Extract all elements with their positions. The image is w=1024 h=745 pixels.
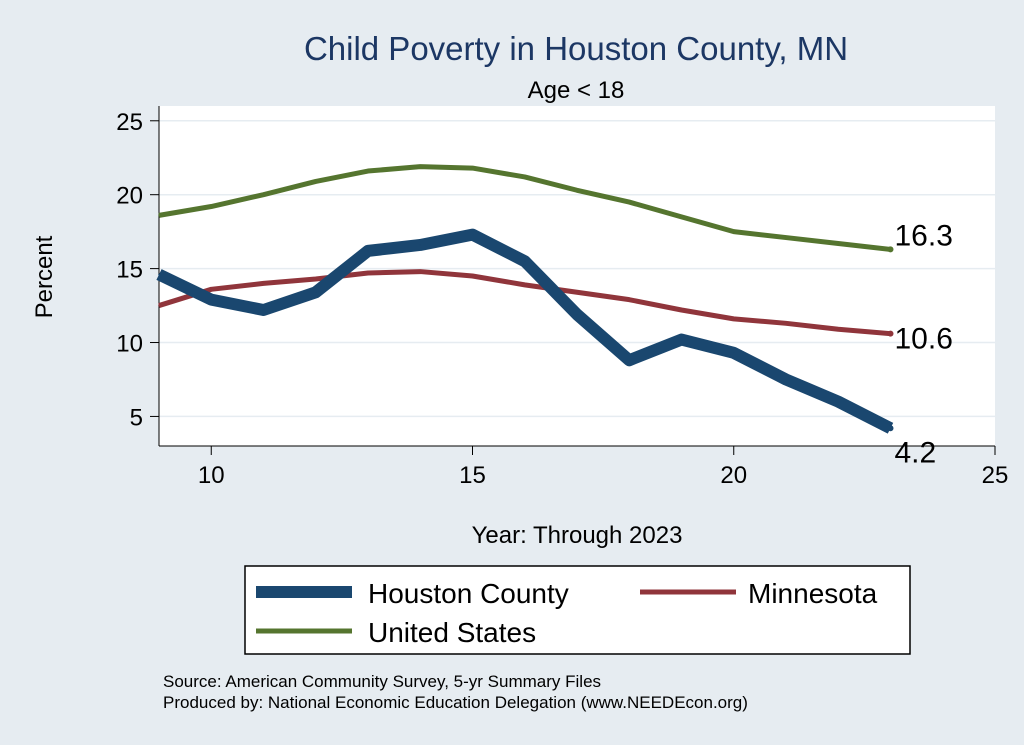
x-axis-label: Year: Through 2023 xyxy=(472,522,683,549)
producer-note: Produced by: National Economic Education… xyxy=(163,693,748,712)
y-tick-label: 10 xyxy=(116,331,143,358)
data-point-houston-county xyxy=(367,250,369,252)
y-tick-label: 20 xyxy=(116,183,143,210)
end-point-minnesota xyxy=(887,330,894,337)
data-point-houston-county xyxy=(262,309,265,311)
y-tick-label: 15 xyxy=(116,257,143,284)
data-point-minnesota xyxy=(367,272,369,274)
data-point-united-states xyxy=(419,165,422,168)
legend-box xyxy=(244,565,911,655)
data-point-united-states xyxy=(785,236,787,239)
chart-title: Child Poverty in Houston County, MN xyxy=(304,30,848,67)
y-ticks: 5 10 15 20 25 xyxy=(116,109,159,431)
data-point-united-states xyxy=(732,230,735,233)
data-point-houston-county xyxy=(680,338,683,341)
data-point-minnesota xyxy=(837,328,840,331)
series-lines xyxy=(156,164,894,434)
y-axis-label: Percent xyxy=(31,235,58,318)
source-note: Source: American Community Survey, 5-yr … xyxy=(163,672,601,691)
x-tick-label: 25 xyxy=(982,462,1009,489)
data-point-minnesota xyxy=(628,298,631,301)
end-label-houston-county: 4.2 xyxy=(895,436,937,469)
data-point-united-states xyxy=(471,167,474,169)
end-point-houston-county xyxy=(887,425,894,432)
data-point-houston-county xyxy=(419,244,422,246)
data-point-minnesota xyxy=(158,304,160,307)
data-point-houston-county xyxy=(314,291,317,294)
end-point-united-states xyxy=(887,246,894,253)
y-tick-label: 5 xyxy=(130,404,143,431)
data-point-minnesota xyxy=(785,322,787,325)
data-point-minnesota xyxy=(523,284,526,286)
data-point-houston-county xyxy=(210,298,213,301)
legend: Houston County Minnesota United States xyxy=(244,565,911,655)
x-tick-label: 20 xyxy=(720,462,747,489)
legend-label-united-states: United States xyxy=(368,617,536,648)
data-point-united-states xyxy=(158,214,160,217)
data-point-minnesota xyxy=(210,288,213,291)
chart-subtitle: Age < 18 xyxy=(528,77,625,104)
data-point-houston-county xyxy=(628,359,631,362)
data-point-united-states xyxy=(576,189,578,192)
y-tick-label: 25 xyxy=(116,109,143,136)
data-point-united-states xyxy=(367,170,369,172)
x-tick-label: 10 xyxy=(198,462,225,489)
end-labels: 16.3 10.6 4.2 xyxy=(887,219,953,469)
data-point-united-states xyxy=(523,176,526,178)
plot-area xyxy=(159,106,995,446)
legend-label-houston-county: Houston County xyxy=(368,578,569,609)
data-point-united-states xyxy=(837,242,840,245)
data-point-minnesota xyxy=(732,318,735,320)
data-point-minnesota xyxy=(314,278,317,280)
end-label-united-states: 16.3 xyxy=(895,219,953,252)
data-point-united-states xyxy=(314,180,317,183)
data-point-united-states xyxy=(628,201,631,203)
data-point-houston-county xyxy=(471,233,474,236)
data-point-houston-county xyxy=(576,313,578,316)
data-point-minnesota xyxy=(471,275,474,277)
data-point-houston-county xyxy=(785,378,787,381)
data-point-houston-county xyxy=(837,400,840,403)
data-point-united-states xyxy=(262,193,265,196)
data-point-united-states xyxy=(680,216,683,218)
data-point-united-states xyxy=(210,205,213,208)
data-point-minnesota xyxy=(419,270,422,273)
x-tick-label: 15 xyxy=(459,462,486,489)
x-ticks: 10 15 20 25 xyxy=(198,446,1008,489)
data-point-houston-county xyxy=(158,273,160,276)
data-point-minnesota xyxy=(262,282,265,285)
data-point-minnesota xyxy=(680,309,683,311)
data-point-minnesota xyxy=(576,291,578,294)
end-label-minnesota: 10.6 xyxy=(895,323,953,356)
legend-label-minnesota: Minnesota xyxy=(748,578,878,609)
data-point-houston-county xyxy=(523,260,526,263)
data-point-houston-county xyxy=(732,352,735,354)
